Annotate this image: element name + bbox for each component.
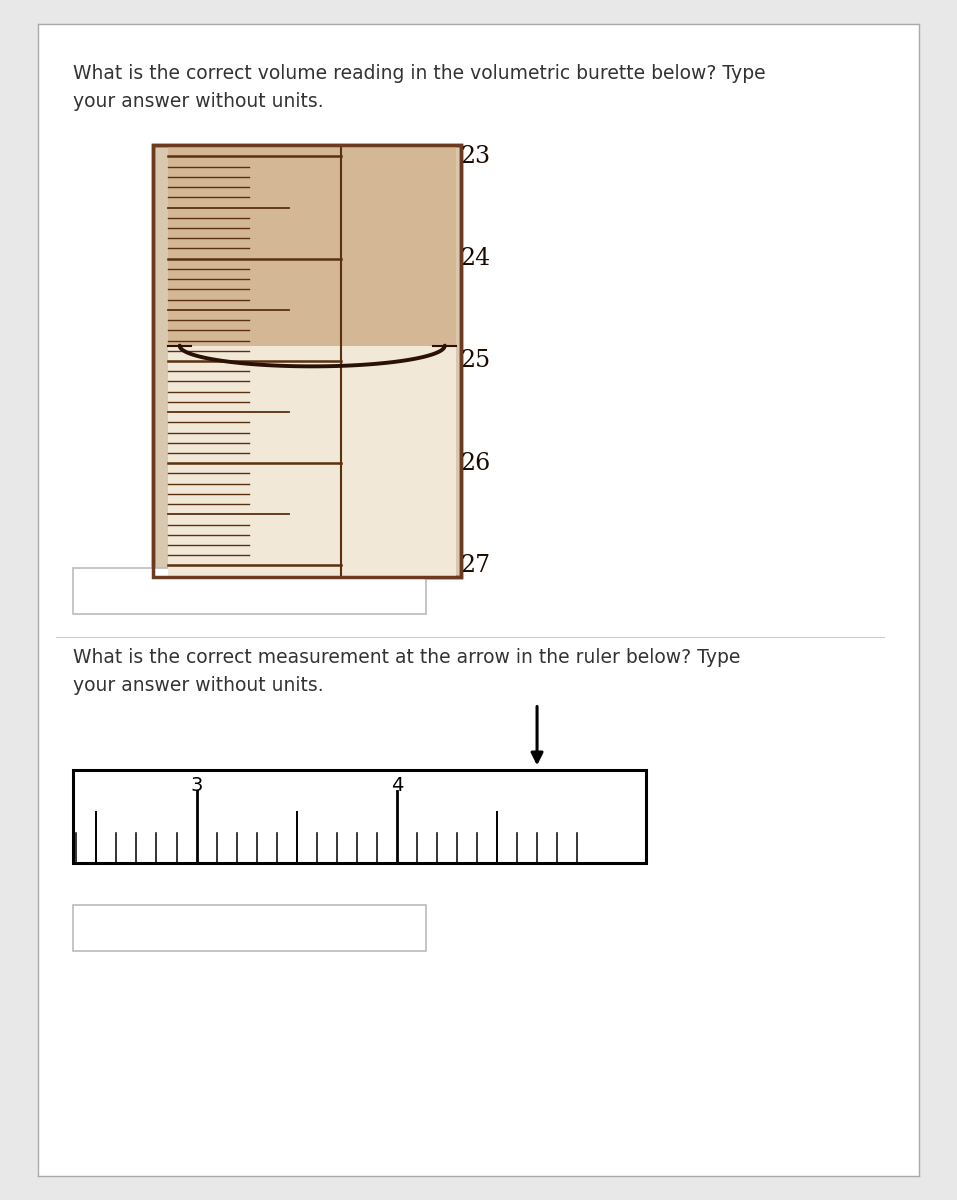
Bar [168,145,456,577]
Bar [74,905,426,952]
Text: 3: 3 [190,776,203,796]
Bar [153,145,461,577]
Text: What is the correct volume reading in the volumetric burette below? Type
your an: What is the correct volume reading in th… [74,65,767,112]
Text: 25: 25 [460,349,491,372]
Text: 4: 4 [390,776,403,796]
Text: 26: 26 [460,451,491,475]
Text: 27: 27 [460,554,491,577]
Text: What is the correct measurement at the arrow in the ruler below? Type
your answe: What is the correct measurement at the a… [74,648,741,695]
Text: 23: 23 [460,145,491,168]
Bar [74,770,646,863]
Bar [153,145,461,577]
Text: 24: 24 [460,247,491,270]
Bar [168,145,456,346]
Bar [74,568,426,614]
